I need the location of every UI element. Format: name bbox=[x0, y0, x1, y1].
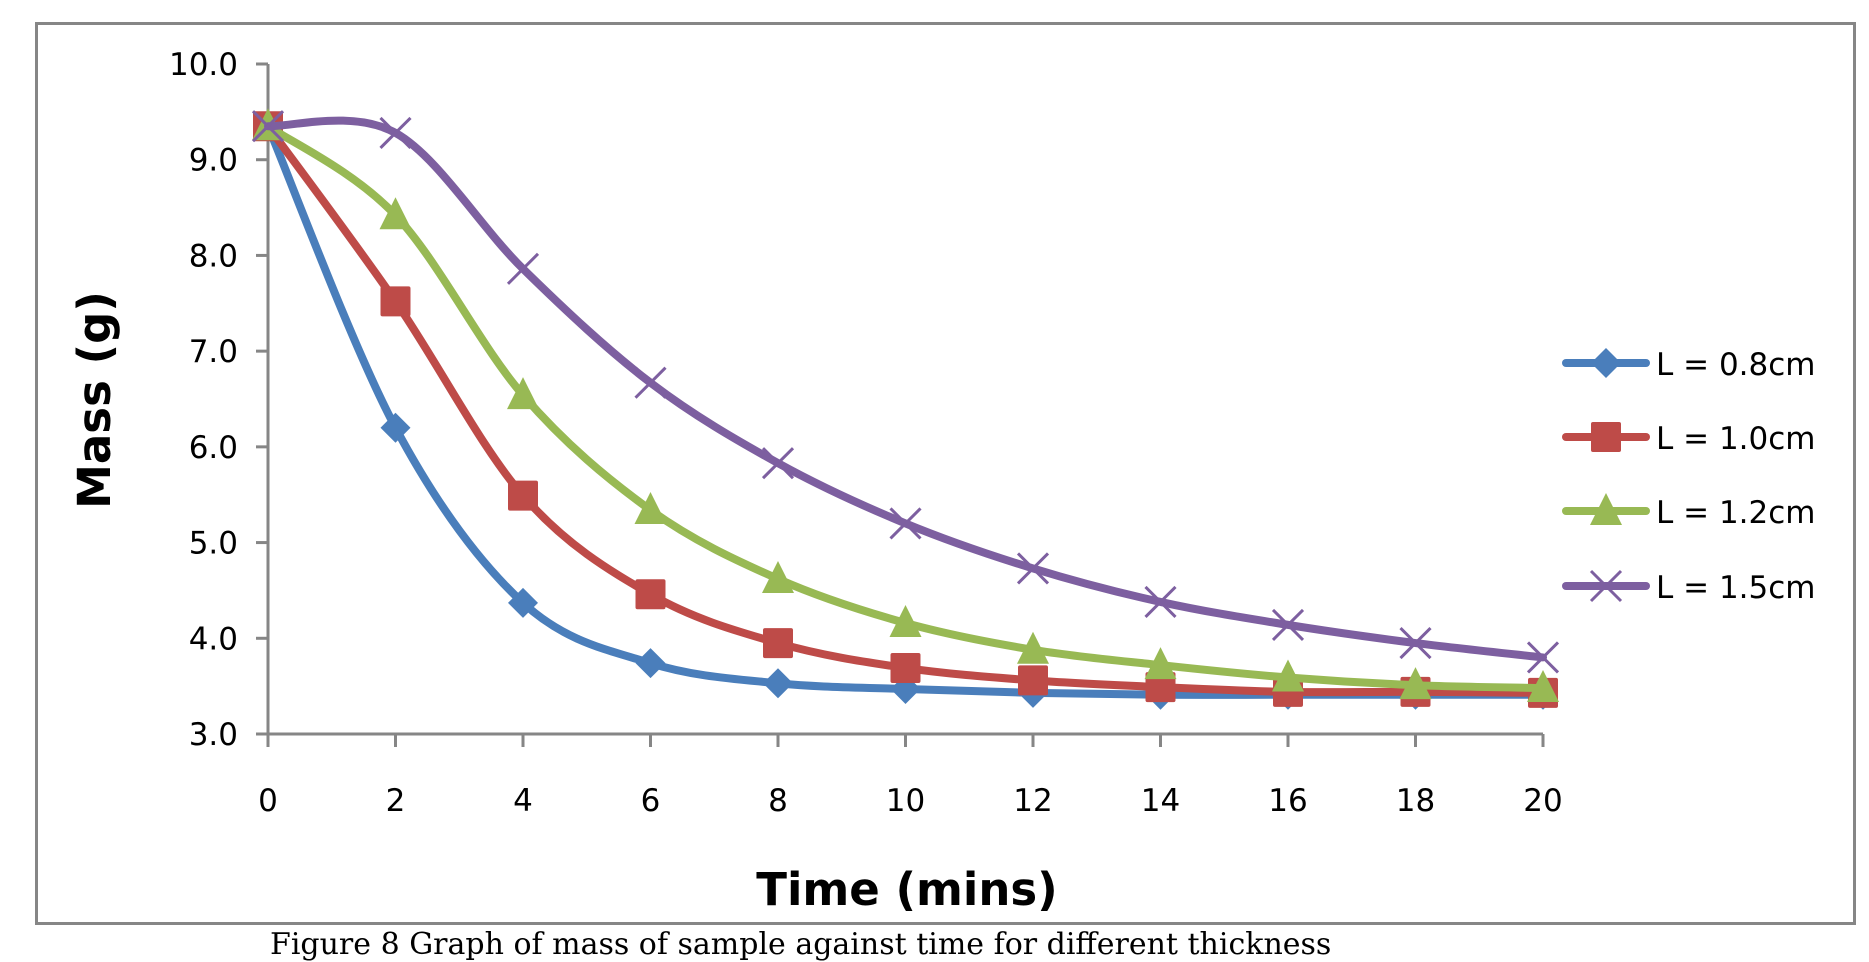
data-point-x bbox=[889, 507, 922, 540]
legend: L = 0.8cm L = 1.0cm L = 1.2cm L = 1.5cm bbox=[1562, 347, 1816, 606]
series-l-1-2cm bbox=[252, 108, 1559, 703]
y-axis-title: Mass (g) bbox=[68, 291, 121, 509]
data-point-triangle bbox=[1527, 670, 1559, 703]
data-point-x bbox=[251, 110, 285, 143]
legend-marker-diamond bbox=[1591, 348, 1621, 378]
y-tick-label: 4.0 bbox=[189, 621, 238, 657]
data-point-x bbox=[1399, 627, 1432, 660]
data-point-triangle bbox=[889, 604, 922, 637]
data-point-x bbox=[1526, 641, 1560, 674]
y-tick-label: 7.0 bbox=[189, 334, 238, 370]
legend-item: L = 0.8cm bbox=[1562, 347, 1816, 383]
data-point-triangle bbox=[1272, 659, 1304, 692]
x-tick-label: 2 bbox=[386, 783, 406, 819]
series-line bbox=[264, 122, 1547, 693]
data-point-triangle bbox=[634, 492, 667, 525]
data-point-square bbox=[1145, 672, 1176, 703]
y-tick-label: 8.0 bbox=[189, 238, 238, 274]
data-point-diamond bbox=[380, 412, 411, 443]
data-point-x bbox=[634, 366, 667, 399]
x-tick-label: 18 bbox=[1396, 783, 1435, 819]
data-point-x bbox=[1271, 608, 1305, 641]
legend-item: L = 1.0cm bbox=[1562, 421, 1816, 457]
series-line bbox=[264, 116, 1547, 662]
legend-label: L = 1.2cm bbox=[1656, 495, 1816, 531]
x-tick-label: 4 bbox=[513, 783, 533, 819]
x-marker-stroke bbox=[634, 366, 667, 399]
legend-marker-x bbox=[1589, 569, 1623, 603]
legend-label: L = 0.8cm bbox=[1656, 347, 1816, 383]
data-point-x bbox=[1144, 585, 1177, 618]
series-l-1-5cm bbox=[251, 110, 1560, 674]
y-tick-label: 9.0 bbox=[189, 143, 238, 179]
x-tick-label: 16 bbox=[1268, 783, 1307, 819]
x-marker-stroke bbox=[379, 116, 412, 149]
x-marker-stroke bbox=[1016, 552, 1050, 585]
data-point-square bbox=[890, 652, 921, 683]
x-tick-label: 8 bbox=[768, 783, 788, 819]
data-point-triangle bbox=[762, 560, 794, 593]
x-marker-stroke bbox=[1589, 569, 1623, 603]
data-point-x bbox=[379, 116, 412, 149]
data-point-square bbox=[380, 286, 411, 317]
x-marker-stroke bbox=[1271, 608, 1305, 641]
series-layer bbox=[251, 108, 1560, 710]
x-tick-label: 6 bbox=[641, 783, 661, 819]
x-marker-stroke bbox=[506, 252, 540, 285]
data-point-diamond bbox=[508, 587, 538, 618]
x-marker-stroke bbox=[1526, 641, 1560, 674]
data-point-square bbox=[635, 579, 666, 610]
legend-item: L = 1.5cm bbox=[1562, 569, 1816, 606]
data-point-x bbox=[1016, 552, 1050, 585]
x-marker-stroke bbox=[1144, 585, 1177, 618]
data-point-square bbox=[763, 628, 793, 659]
series-line bbox=[264, 122, 1547, 697]
x-marker-stroke bbox=[761, 447, 795, 480]
data-point-x bbox=[506, 252, 540, 285]
x-marker-stroke bbox=[251, 110, 285, 143]
x-marker-stroke bbox=[889, 507, 922, 540]
data-point-diamond bbox=[635, 648, 666, 679]
data-point-triangle bbox=[1017, 631, 1049, 664]
data-point-square bbox=[1018, 665, 1048, 696]
y-tick-label: 5.0 bbox=[189, 526, 238, 562]
data-point-x bbox=[761, 447, 795, 480]
data-point-triangle bbox=[507, 377, 539, 410]
y-tick-label: 6.0 bbox=[189, 430, 238, 466]
figure-caption: Figure 8 Graph of mass of sample against… bbox=[270, 927, 1332, 962]
x-tick-label: 10 bbox=[886, 783, 925, 819]
x-axis-title: Time (mins) bbox=[756, 863, 1057, 916]
legend-marker-square bbox=[1591, 422, 1621, 452]
x-tick-label: 20 bbox=[1523, 783, 1562, 819]
y-tick-label: 10.0 bbox=[169, 47, 238, 83]
x-tick-label: 14 bbox=[1141, 783, 1180, 819]
data-point-triangle bbox=[1399, 667, 1432, 700]
legend-marker-triangle bbox=[1590, 493, 1622, 525]
data-point-triangle bbox=[379, 197, 412, 230]
y-tick-label: 3.0 bbox=[189, 717, 238, 753]
x-tick-label: 12 bbox=[1013, 783, 1052, 819]
data-point-square bbox=[508, 480, 538, 511]
data-point-triangle bbox=[1144, 647, 1177, 680]
axes: 3.0 4.0 5.0 6.0 7.0 8.0 9.0 10.0 0 2 4 6 8 10 12 14 16 18… bbox=[169, 47, 1563, 819]
x-marker-stroke bbox=[1399, 627, 1432, 660]
line-chart: 3.0 4.0 5.0 6.0 7.0 8.0 9.0 10.0 0 2 4 6 8 10 12 14 16 18… bbox=[68, 47, 1816, 916]
legend-item: L = 1.2cm bbox=[1562, 493, 1816, 531]
x-tick-label: 0 bbox=[258, 783, 278, 819]
legend-label: L = 1.5cm bbox=[1656, 570, 1816, 606]
data-point-diamond bbox=[763, 668, 793, 699]
legend-label: L = 1.0cm bbox=[1656, 421, 1816, 457]
